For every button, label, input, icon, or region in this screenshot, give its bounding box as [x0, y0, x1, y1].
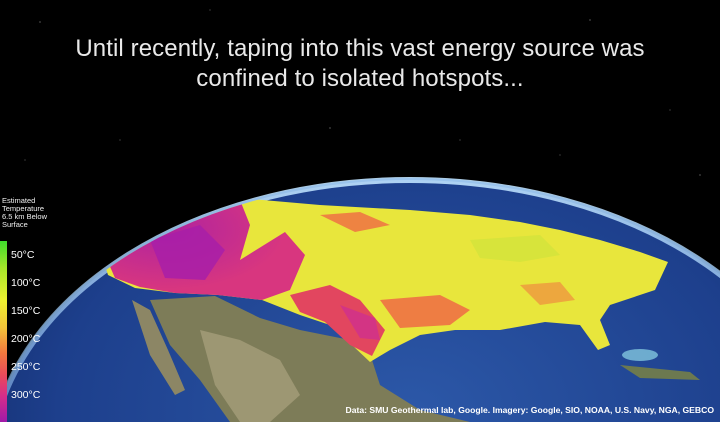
caption-line-1: Until recently, taping into this vast en…	[75, 35, 645, 62]
legend-tick: 200°C	[11, 333, 41, 345]
legend-tick: 250°C	[11, 361, 41, 373]
legend-tick: 100°C	[11, 277, 41, 289]
legend-tick: 150°C	[11, 305, 41, 317]
legend-title: Estimated Temperature 6.5 km Below Surfa…	[2, 197, 62, 229]
caption-text: Until recently, taping into this vast en…	[0, 34, 720, 94]
data-credit: Data: SMU Geothermal lab, Google. Imager…	[345, 405, 714, 415]
legend-title-line: 6.5 km Below	[2, 212, 48, 221]
temperature-legend: Estimated Temperature 6.5 km Below Surfa…	[0, 197, 60, 422]
heat-zone-texas	[290, 285, 385, 356]
legend-color-bar	[0, 241, 7, 422]
legend-title-line: Estimated	[2, 196, 36, 205]
legend-tick: 50°C	[11, 249, 35, 261]
baja-land	[132, 300, 185, 395]
legend-tick: 300°C	[11, 389, 41, 401]
legend-title-line: Surface	[2, 220, 28, 229]
starfield	[24, 9, 701, 176]
legend-title-line: Temperature	[2, 204, 45, 213]
caption-line-2: confined to isolated hotspots...	[196, 65, 524, 92]
